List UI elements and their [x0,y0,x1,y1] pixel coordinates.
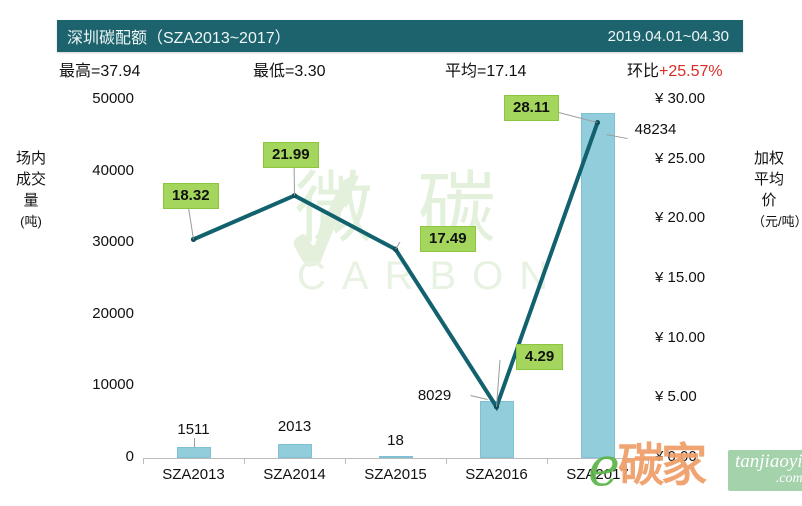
bar-SZA2013[interactable] [176,447,211,458]
right-axis-unit: （元/吨） [752,214,802,229]
page-title: 深圳碳配额（SZA2013~2017） [67,30,291,47]
bar-value-label: 18 [387,431,404,449]
bar-value-label: 8029 [417,386,452,404]
bar-value-label: 48234 [634,120,677,138]
logo-site-line1: tanjiaoyi [735,451,802,472]
x-axis-category-label: SZA2013 [162,466,225,483]
data-label-leader-line [395,241,401,250]
bar-SZA2014[interactable] [277,443,312,458]
logo-site-badge: tanjiaoyi .com [728,450,802,491]
right-axis-title: 加权平均价 （元/吨） [752,148,802,232]
bar-SZA2015[interactable] [378,456,413,458]
left-axis-title-text: 场内成交量 [15,150,46,209]
price-value-label: 4.29 [516,344,564,370]
x-axis-tick [345,458,346,464]
price-value-label: 21.99 [263,142,319,168]
y-axis-right-tick-label: ¥ 10.00 [655,328,706,346]
x-axis-category-label: SZA2017 [566,466,629,483]
x-axis-category-label: SZA2014 [263,466,326,483]
bar-value-label: 2013 [277,417,312,435]
y-axis-left-tick-label: 20000 [92,304,134,322]
y-axis-left-tick-label: 50000 [92,90,134,107]
right-axis-title-text: 加权平均价 [753,150,784,209]
date-range-label: 2019.04.01~04.30 [607,27,729,45]
x-axis-tick [143,458,144,464]
stat-average: 平均=17.14 [445,63,527,80]
x-axis-tick [648,458,649,464]
bar-value-label: 1511 [177,421,210,439]
bar-SZA2016[interactable] [479,400,514,458]
price-value-label: 28.11 [504,95,559,121]
left-axis-title: 场内成交量 (吨) [14,148,48,232]
stat-change-value: +25.57% [659,63,723,80]
x-axis-tick [547,458,548,464]
y-axis-left-tick-label: 0 [125,448,134,465]
x-axis-tick [446,458,447,464]
price-point-SZA2014[interactable] [291,192,298,199]
y-axis-left-tick-label: 30000 [92,233,134,251]
y-axis-right-tick-label: ¥ 0.00 [655,448,697,465]
price-value-label: 17.49 [420,226,476,252]
y-axis-right-tick-label: ¥ 20.00 [655,209,706,227]
price-value-label: 18.32 [163,183,219,209]
bar-value-leader-line [193,438,195,448]
left-axis-unit: (吨) [20,214,42,229]
x-axis-tick [244,458,245,464]
watermark-en-text: CARBON [297,254,565,298]
stat-change: 环比+25.57% [627,57,723,81]
price-point-SZA2015[interactable] [392,246,399,252]
y-axis-left-tick-label: 10000 [92,376,134,394]
x-axis-category-label: SZA2015 [364,466,427,483]
stat-max: 最高=37.94 [59,63,141,80]
y-axis-left-tick-label: 40000 [92,161,134,179]
x-axis-line [143,458,649,459]
summary-stats-row: 最高=37.94 最低=3.30 平均=17.14 环比+25.57% [57,57,749,83]
y-axis-right-tick-label: ¥ 5.00 [655,388,697,406]
stat-change-label: 环比 [627,63,660,80]
bar-SZA2017[interactable] [580,112,615,458]
x-axis-category-label: SZA2016 [465,466,528,483]
logo-site-line2: .com [775,470,802,486]
y-axis-right-tick-label: ¥ 25.00 [655,149,706,167]
y-axis-right-tick-label: ¥ 30.00 [655,90,706,107]
y-axis-right-tick-label: ¥ 15.00 [655,269,706,286]
chart-title-bar: 深圳碳配额（SZA2013~2017） 2019.04.01~04.30 [57,20,743,52]
stat-min: 最低=3.30 [253,63,326,80]
price-point-SZA2013[interactable] [190,236,197,242]
